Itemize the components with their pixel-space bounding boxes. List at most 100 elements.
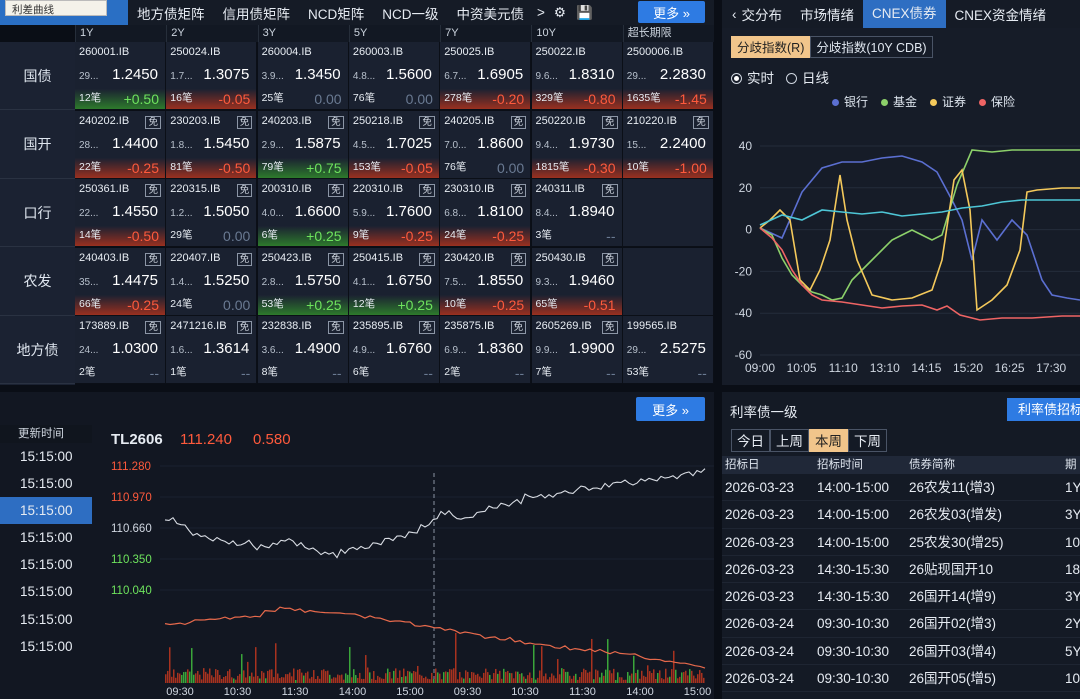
rate-bond-auction-button[interactable]: 利率债招标	[1007, 398, 1080, 421]
table-row[interactable]: 2026-03-23 14:00-15:00 26农发11(增3) 1Y	[722, 474, 1080, 502]
bond-code: 250361.IB	[79, 183, 130, 196]
divergence-index-cdb-button[interactable]: 分歧指数(10Y CDB)	[810, 36, 933, 58]
matrix-cell[interactable]: 260004.IB 3.9... 1.3450 25笔 0.00	[257, 42, 349, 110]
matrix-cell[interactable]: 240205.IB 免 7.0... 1.8600 76笔 0.00	[440, 110, 532, 179]
volume-bar	[383, 678, 385, 683]
matrix-cell[interactable]: 240203.IB 免 2.9... 1.5875 79笔 +0.75	[257, 110, 349, 179]
volume-bar	[503, 668, 505, 683]
change-bar	[440, 226, 531, 247]
gear-icon[interactable]: ⚙	[553, 4, 566, 20]
matrix-cell[interactable]: 230203.IB 免 1.8... 1.5450 81笔 -0.50	[166, 110, 258, 179]
matrix-cell[interactable]: 250024.IB 1.7... 1.3075 16笔 -0.05	[166, 42, 258, 110]
tab-local-gov-matrix[interactable]: 地方债矩阵	[137, 6, 205, 22]
divergence-index-r-button[interactable]: 分歧指数(R)	[731, 36, 811, 58]
volume-bar	[429, 679, 431, 683]
time-row[interactable]: 15:15:00	[0, 497, 92, 525]
tab-market-sentiment[interactable]: 市场情绪	[800, 8, 854, 23]
matrix-cell[interactable]: 250025.IB 6.7... 1.6905 278笔 -0.20	[440, 42, 532, 110]
time-row[interactable]: 15:15:00	[20, 611, 73, 627]
volume-bar	[203, 668, 205, 683]
table-row[interactable]: 2026-03-23 14:00-15:00 25农发30(增25) 10	[722, 529, 1080, 556]
bond-code: 235895.IB	[352, 320, 404, 333]
week-button[interactable]: 上周	[770, 429, 809, 452]
tab-usd-bond[interactable]: 中资美元债	[456, 6, 525, 22]
week-button[interactable]: 本周	[809, 429, 848, 452]
matrix-cell[interactable]: 232838.IB 免 3.6... 1.4900 8笔 --	[257, 316, 349, 385]
time-row[interactable]: 15:15:00	[20, 584, 73, 600]
volume-bar	[669, 676, 671, 683]
tab-cnex-fund[interactable]: CNEX资金情绪	[954, 8, 1047, 23]
volume-bar	[241, 654, 243, 683]
radio-daily[interactable]: 日线	[786, 67, 829, 87]
matrix-cell[interactable]: 220407.IB 免 1.4... 1.5250 24笔 0.00	[166, 247, 258, 316]
column-header[interactable]: 招标日	[725, 459, 760, 471]
save-icon[interactable]: 💾	[576, 4, 593, 20]
matrix-cell[interactable]: 250415.IB 免 4.1... 1.6750 12笔 +0.25	[348, 247, 440, 316]
row-label: 口行	[0, 179, 75, 248]
matrix-cell[interactable]: 240311.IB 免 8.4... 1.8940 3笔 --	[531, 179, 623, 248]
matrix-cell[interactable]: 260001.IB 29... 1.2450 12笔 +0.50	[75, 42, 166, 110]
matrix-cell[interactable]: 250220.IB 免 9.4... 1.9730 1815笔 -0.30	[531, 110, 623, 179]
chevron-right-icon[interactable]: >	[537, 5, 545, 20]
more-button[interactable]: 更多 »	[638, 1, 705, 23]
week-button[interactable]: 今日	[731, 429, 770, 452]
matrix-cell[interactable]: 220310.IB 免 5.9... 1.7600 9笔 -0.25	[348, 179, 440, 248]
more-button-2[interactable]: 更多 »	[636, 397, 705, 421]
table-row[interactable]: 2026-03-23 14:30-15:30 26贴现国开10 18	[722, 556, 1080, 584]
column-header[interactable]: 债券简称	[909, 459, 955, 471]
matrix-cell[interactable]: 173889.IB 免 24... 1.0300 2笔 --	[75, 316, 166, 385]
matrix-cell[interactable]: 240403.IB 免 35... 1.4475 66笔 -0.25	[75, 247, 166, 316]
matrix-cell[interactable]: 250423.IB 免 2.8... 1.5750 53笔 +0.25	[257, 247, 349, 316]
tab-ncd-matrix[interactable]: NCD矩阵	[308, 6, 365, 22]
table-row[interactable]: 2026-03-23 14:30-15:30 26国开14(增9) 3Y	[722, 583, 1080, 611]
bond-code: 2471216.IB	[170, 320, 227, 333]
matrix-cell[interactable]: 230420.IB 免 7.5... 1.8550 10笔 -0.25	[440, 247, 532, 316]
matrix-cell[interactable]: 250022.IB 9.6... 1.8310 329笔 -0.80	[531, 42, 623, 110]
matrix-cell[interactable]: 2500006.IB 29... 2.2830 1635笔 -1.45	[622, 42, 714, 110]
volume-bar	[549, 677, 551, 683]
volume-bar	[165, 674, 167, 683]
yield-change: -0.05	[400, 159, 433, 176]
matrix-cell[interactable]: 210220.IB 免 15... 2.2400 10笔 -1.00	[622, 110, 714, 179]
table-row[interactable]: 2026-03-23 14:00-15:00 26农发03(增发) 3Y	[722, 501, 1080, 529]
matrix-cell[interactable]: 2471216.IB 免 1.6... 1.3614 1笔 --	[166, 316, 258, 385]
radio-live[interactable]: 实时	[731, 67, 774, 87]
volume: 4.5...	[352, 139, 376, 151]
time-row[interactable]: 15:15:00	[20, 530, 73, 546]
time-row[interactable]: 15:15:00	[20, 476, 73, 492]
column-header[interactable]: 期	[1065, 459, 1077, 471]
matrix-cell[interactable]: 200310.IB 免 4.0... 1.6600 6笔 +0.25	[257, 179, 349, 248]
matrix-cell[interactable]: 235895.IB 免 4.9... 1.6760 6笔 --	[348, 316, 440, 385]
table-row[interactable]: 2026-03-24 09:30-10:30 26国开03(增4) 5Y	[722, 638, 1080, 666]
tab-cnex-bond[interactable]: CNEX债券	[863, 0, 946, 28]
matrix-cell[interactable]: 2605269.IB 免 9.9... 1.9900 7笔 --	[531, 316, 623, 385]
matrix-cell[interactable]: 260003.IB 4.8... 1.5600 76笔 0.00	[348, 42, 440, 110]
matrix-cell[interactable]: 199565.IB 29... 2.5275 53笔 --	[622, 316, 714, 385]
volume-bar	[435, 668, 437, 683]
table-row[interactable]: 2026-03-24 09:30-10:30 26国开05(增5) 10	[722, 665, 1080, 693]
x-tick-label: 15:20	[953, 361, 983, 375]
time-row[interactable]: 15:15:00	[20, 638, 73, 654]
legend-dot-icon	[832, 99, 839, 106]
tab-credit-matrix[interactable]: 信用债矩阵	[222, 6, 291, 22]
matrix-cell[interactable]: 220315.IB 免 1.2... 1.5050 29笔 0.00	[166, 179, 258, 248]
matrix-cell[interactable]: 230310.IB 免 6.8... 1.8100 24笔 -0.25	[440, 179, 532, 248]
time-row[interactable]: 15:15:00	[20, 557, 73, 573]
yield-change: 0.00	[496, 159, 525, 176]
week-button[interactable]: 下周	[848, 429, 887, 452]
matrix-cell[interactable]: 235875.IB 免 6.9... 1.8360 2笔 --	[440, 316, 532, 385]
matrix-cell[interactable]: 240202.IB 免 28... 1.4400 22笔 -0.25	[75, 110, 166, 179]
change-bar	[75, 89, 165, 109]
tab-distribution[interactable]: 交分布	[741, 8, 783, 23]
volume-bar	[645, 676, 647, 683]
time-row[interactable]: 15:15:00	[20, 449, 73, 464]
table-row[interactable]: 2026-03-24 09:30-10:30 26国开02(增3) 2Y	[722, 610, 1080, 638]
matrix-cell[interactable]: 250430.IB 免 9.3... 1.9460 65笔 -0.51	[531, 247, 623, 316]
matrix-cell[interactable]: 250361.IB 免 22... 1.4550 14笔 -0.50	[75, 179, 166, 248]
table-cell: 09:30-10:30	[817, 643, 890, 659]
chevron-left-icon[interactable]: ‹	[732, 6, 737, 22]
matrix-cell[interactable]: 250218.IB 免 4.5... 1.7025 153笔 -0.05	[348, 110, 440, 179]
tab-ncd-primary[interactable]: NCD一级	[382, 6, 439, 22]
time-list-header[interactable]: 更新时间	[0, 425, 92, 443]
column-header[interactable]: 招标时间	[817, 459, 863, 471]
